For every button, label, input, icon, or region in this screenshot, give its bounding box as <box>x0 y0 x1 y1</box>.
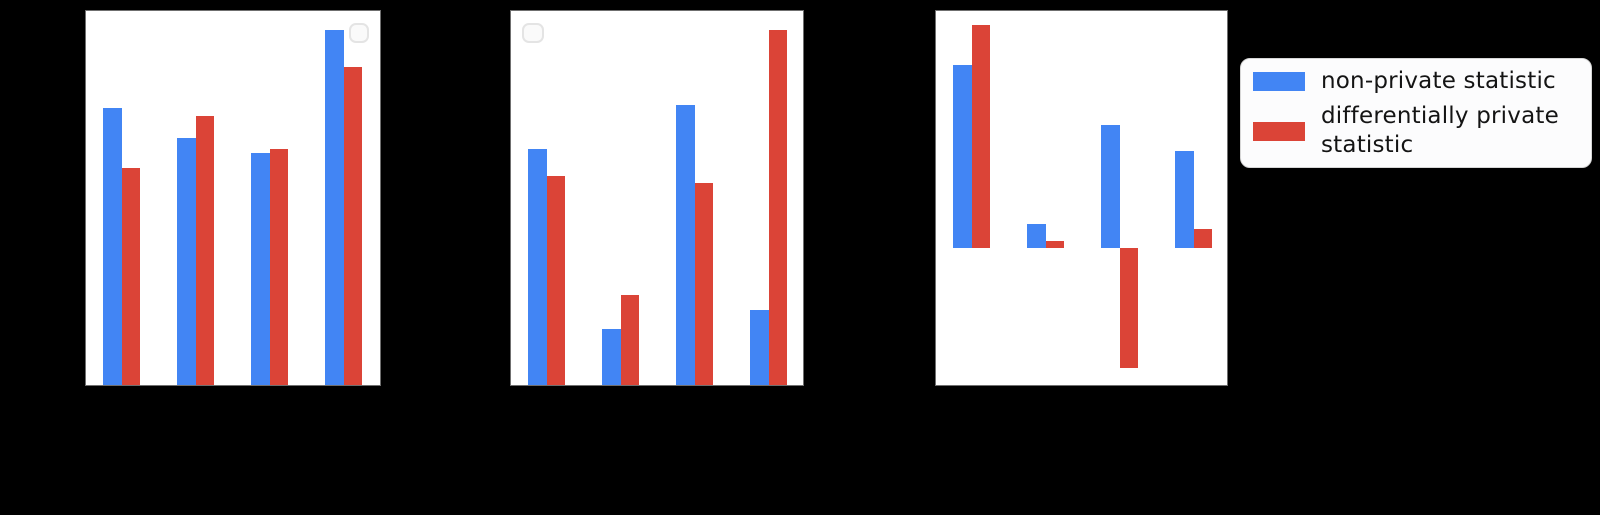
bar-dp-g2 <box>1045 240 1064 248</box>
bar-dp-g1 <box>546 175 565 385</box>
bar-non-private-g4 <box>325 29 344 385</box>
bar-non-private-g3 <box>676 104 695 385</box>
bar-non-private-g3 <box>1101 124 1120 248</box>
bar-non-private-g3 <box>251 153 270 385</box>
bar-non-private-g2 <box>177 138 196 385</box>
empty-legend-box <box>349 23 369 43</box>
bar-non-private-g1 <box>103 108 122 385</box>
bar-dp-g1 <box>971 25 990 248</box>
legend-label-non-private: non-private statistic <box>1321 68 1556 94</box>
legend-item-dp: differentially private statistic <box>1253 102 1579 160</box>
bar-dp-g4 <box>768 29 787 385</box>
bar-dp-g2 <box>195 115 214 385</box>
bar-non-private-g1 <box>528 149 547 385</box>
bar-dp-g3 <box>269 149 288 385</box>
chart-panel-2 <box>510 10 804 386</box>
bar-dp-g4 <box>1193 228 1212 248</box>
chart-panel-3 <box>935 10 1228 386</box>
legend-swatch-non-private <box>1253 72 1305 91</box>
bar-dp-g3 <box>694 183 713 385</box>
bar-non-private-g2 <box>1027 224 1046 248</box>
bar-non-private-g4 <box>750 310 769 385</box>
empty-legend-box <box>522 23 544 43</box>
bar-non-private-g2 <box>602 328 621 385</box>
bar-non-private-g4 <box>1175 150 1194 248</box>
bar-dp-g3 <box>1119 247 1138 369</box>
bar-dp-g4 <box>343 67 362 385</box>
chart-panel-1 <box>85 10 381 386</box>
bar-dp-g2 <box>620 295 639 385</box>
legend-label-dp: differentially private statistic <box>1321 103 1559 158</box>
bar-dp-g1 <box>121 168 140 385</box>
legend-item-non-private: non-private statistic <box>1253 67 1579 96</box>
bar-non-private-g1 <box>953 65 972 248</box>
legend: non-private statistic differentially pri… <box>1240 58 1592 168</box>
legend-swatch-dp <box>1253 121 1305 141</box>
